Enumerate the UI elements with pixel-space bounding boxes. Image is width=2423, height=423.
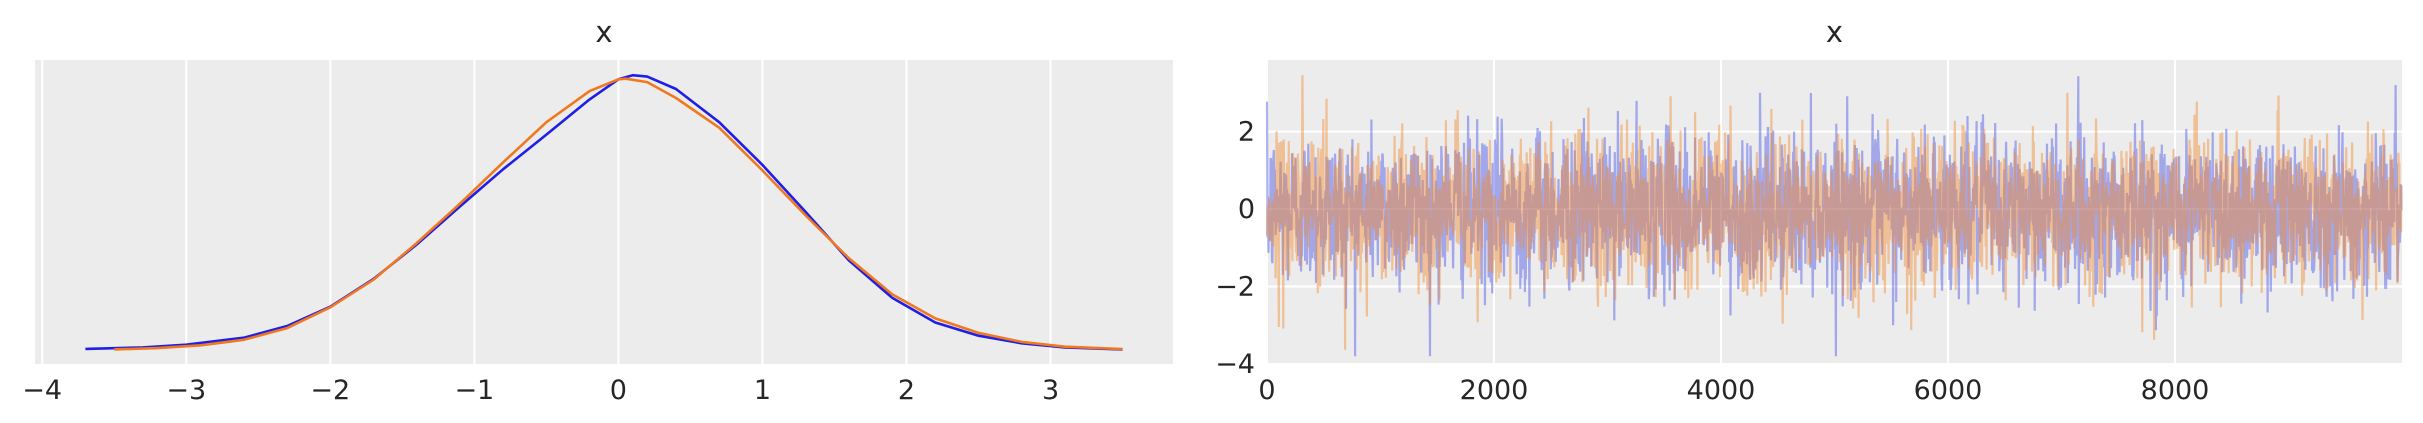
trace-gridlines xyxy=(1266,60,2402,365)
trace-x-tick-labels: 0 2000 4000 6000 8000 xyxy=(1258,375,2209,406)
y-tick-label: 2 xyxy=(1238,117,1255,148)
density-line-chain-0 xyxy=(85,73,1123,351)
trace-plot-title: x xyxy=(1826,15,1843,49)
x-tick-label: 0 xyxy=(1258,375,1275,406)
posterior-density-panel: −4 −3 −2 −1 0 1 2 3 x xyxy=(22,15,1173,406)
trace-line-chain-0 xyxy=(1265,76,2403,357)
x-tick-label: 8000 xyxy=(2141,375,2210,406)
x-tick-label: 1 xyxy=(754,375,771,406)
x-tick-label: −2 xyxy=(310,375,350,406)
density-plot-title: x xyxy=(595,15,612,49)
y-tick-label: −4 xyxy=(1215,349,1255,380)
x-tick-label: 6000 xyxy=(1914,375,1983,406)
density-line-chain-1 xyxy=(114,77,1123,351)
trace-line-chain-1 xyxy=(1265,75,2403,350)
y-tick-label: −2 xyxy=(1215,272,1255,303)
trace-panel: 0 2000 4000 6000 8000 −4 −2 0 2 x xyxy=(1215,15,2403,406)
y-tick-label: 0 xyxy=(1238,194,1255,225)
trace-series xyxy=(1265,75,2403,357)
x-tick-label: 3 xyxy=(1042,375,1059,406)
x-tick-label: −1 xyxy=(454,375,494,406)
x-tick-label: 2000 xyxy=(1460,375,1529,406)
x-tick-label: 0 xyxy=(610,375,627,406)
density-plot-background xyxy=(35,60,1173,364)
x-tick-label: −3 xyxy=(166,375,206,406)
density-gridlines xyxy=(41,60,1052,364)
trace-y-tick-labels: −4 −2 0 2 xyxy=(1215,117,1255,380)
x-tick-label: −4 xyxy=(22,375,62,406)
density-x-tick-labels: −4 −3 −2 −1 0 1 2 3 xyxy=(22,375,1059,406)
x-tick-label: 2 xyxy=(898,375,915,406)
density-series xyxy=(85,73,1123,351)
trace-plot-background xyxy=(1267,60,2402,364)
x-tick-label: 4000 xyxy=(1687,375,1756,406)
